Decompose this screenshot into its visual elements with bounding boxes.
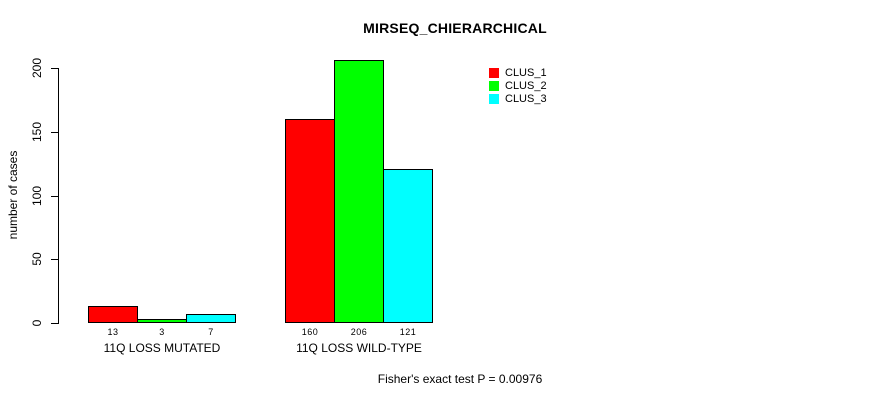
legend-swatch bbox=[489, 93, 499, 104]
bar-clus_3-group2 bbox=[383, 169, 433, 323]
bar-value-label: 7 bbox=[208, 327, 214, 337]
bar-value-label: 3 bbox=[159, 327, 165, 337]
y-tick-label: 200 bbox=[30, 57, 44, 79]
y-tick bbox=[51, 68, 58, 69]
y-axis-line bbox=[58, 68, 59, 324]
legend: CLUS_1 CLUS_2 CLUS_3 bbox=[489, 66, 547, 105]
y-tick bbox=[51, 132, 58, 133]
legend-label: CLUS_1 bbox=[505, 66, 547, 79]
bar-value-label: 160 bbox=[301, 327, 319, 337]
y-axis-label: number of cases bbox=[6, 150, 20, 240]
chart-title: MIRSEQ_CHIERARCHICAL bbox=[363, 20, 547, 36]
y-tick bbox=[51, 259, 58, 260]
legend-item-clus_2: CLUS_2 bbox=[489, 79, 547, 92]
bar-value-label: 121 bbox=[399, 327, 417, 337]
bar-clus_2-group2 bbox=[334, 60, 384, 323]
y-tick-label: 0 bbox=[30, 319, 44, 327]
y-tick-label: 150 bbox=[30, 121, 44, 143]
y-tick-label: 50 bbox=[30, 252, 44, 266]
y-tick bbox=[51, 323, 58, 324]
x-category-label: 11Q LOSS WILD-TYPE bbox=[296, 341, 422, 355]
legend-swatch bbox=[489, 80, 499, 91]
bar-clus_2-group1 bbox=[137, 319, 187, 323]
bar-value-label: 13 bbox=[107, 327, 119, 337]
y-tick-label: 100 bbox=[30, 185, 44, 207]
bar-clus_3-group1 bbox=[186, 314, 236, 323]
y-tick bbox=[51, 196, 58, 197]
annotation-text: Fisher's exact test P = 0.00976 bbox=[377, 372, 543, 386]
legend-item-clus_3: CLUS_3 bbox=[489, 92, 547, 105]
bar-clus_1-group1 bbox=[88, 306, 138, 323]
legend-label: CLUS_3 bbox=[505, 92, 547, 105]
legend-item-clus_1: CLUS_1 bbox=[489, 66, 547, 79]
bar-value-label: 206 bbox=[350, 327, 368, 337]
legend-swatch bbox=[489, 67, 499, 78]
legend-label: CLUS_2 bbox=[505, 79, 547, 92]
x-category-label: 11Q LOSS MUTATED bbox=[103, 341, 221, 355]
bar-clus_1-group2 bbox=[285, 119, 335, 323]
